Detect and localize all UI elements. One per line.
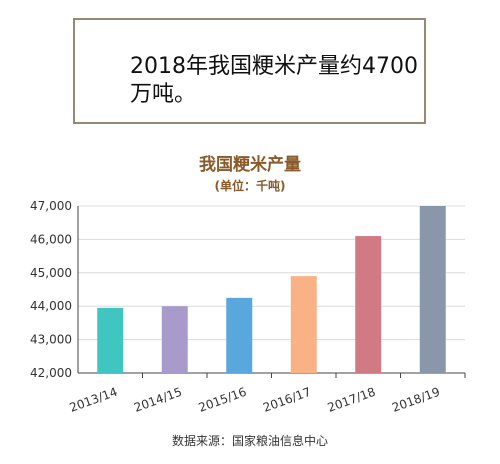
source-note: 数据来源：国家粮油信息中心 — [171, 434, 328, 448]
callout-box: 2018年我国粳米产量约4700万吨。 — [73, 18, 426, 124]
y-tick-label: 42,000 — [30, 366, 72, 380]
x-tick-label: 2015/16 — [197, 385, 249, 415]
x-tick-label: 2016/17 — [261, 385, 313, 415]
bar — [226, 297, 253, 373]
bar — [290, 276, 317, 373]
y-tick-label: 44,000 — [30, 299, 72, 313]
x-tick-label: 2018/19 — [390, 385, 442, 415]
x-tick-label: 2014/15 — [132, 385, 184, 415]
x-tick-label: 2017/18 — [326, 385, 378, 415]
bar — [419, 206, 446, 373]
y-tick-label: 46,000 — [30, 232, 72, 246]
x-tick-label: 2013/14 — [68, 385, 120, 415]
y-tick-label: 47,000 — [30, 199, 72, 213]
bar — [161, 306, 188, 373]
chart-subtitle: (单位：千吨) — [214, 179, 286, 193]
y-tick-label: 45,000 — [30, 266, 72, 280]
y-tick-label: 43,000 — [30, 333, 72, 347]
bar — [355, 236, 382, 373]
callout-text: 2018年我国粳米产量约4700万吨。 — [130, 54, 418, 107]
chart-title: 我国粳米产量 — [199, 155, 301, 175]
bar — [97, 307, 124, 373]
